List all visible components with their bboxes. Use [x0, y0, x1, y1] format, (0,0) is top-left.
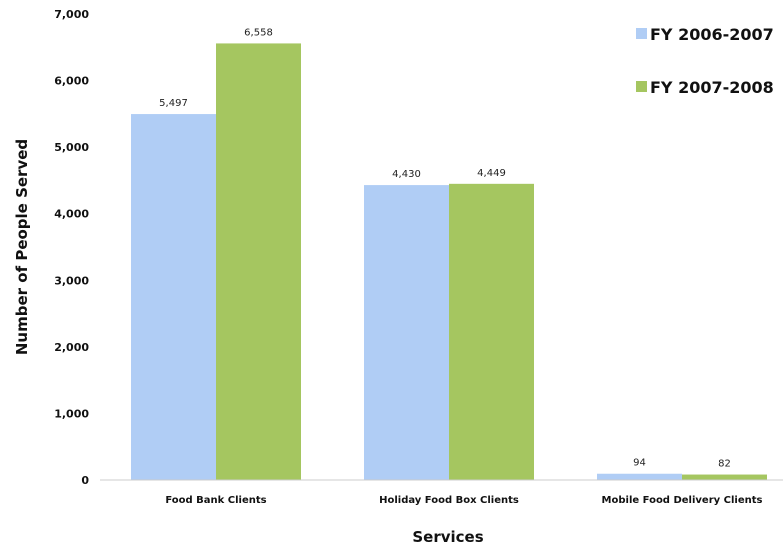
y-axis-title: Number of People Served [13, 139, 31, 355]
y-tick-label: 4,000 [54, 208, 89, 221]
y-tick-label: 5,000 [54, 141, 89, 154]
data-label: 82 [718, 459, 731, 470]
data-label: 6,558 [244, 27, 273, 38]
bars [131, 43, 767, 481]
legend-label-fy2007: FY 2007-2008 [650, 78, 774, 97]
data-label: 4,430 [392, 169, 421, 180]
legend-swatch-fy2007 [636, 81, 647, 92]
data-label: 94 [633, 458, 646, 469]
bar-fy2006-0 [131, 114, 216, 480]
x-tick-label: Food Bank Clients [165, 495, 266, 506]
bar-fy2006-2 [597, 473, 682, 480]
bar-fy2007-0 [216, 43, 301, 481]
data-labels: 5,497 6,558 4,430 4,449 94 82 [159, 27, 731, 469]
x-axis-tick-labels: Food Bank Clients Holiday Food Box Client… [165, 495, 762, 506]
bar-fy2007-1 [449, 183, 534, 480]
legend: FY 2006-2007 FY 2007-2008 [636, 25, 774, 97]
legend-swatch-fy2006 [636, 28, 647, 39]
data-label: 5,497 [159, 98, 188, 109]
bar-fy2006-1 [364, 185, 449, 481]
y-tick-label: 3,000 [54, 274, 89, 287]
y-tick-label: 6,000 [54, 75, 89, 88]
x-tick-label: Holiday Food Box Clients [379, 495, 519, 506]
y-tick-label: 1,000 [54, 407, 89, 420]
y-axis-ticks: 0 1,000 2,000 3,000 4,000 5,000 6,000 7,000 [54, 8, 89, 487]
legend-label-fy2006: FY 2006-2007 [650, 25, 774, 44]
x-tick-label: Mobile Food Delivery Clients [602, 495, 763, 506]
y-tick-label: 7,000 [54, 8, 89, 21]
data-label: 4,449 [477, 168, 506, 179]
bar-fy2007-2 [682, 474, 767, 480]
y-tick-label: 0 [81, 474, 89, 487]
x-axis-title: Services [412, 528, 483, 545]
y-tick-label: 2,000 [54, 341, 89, 354]
